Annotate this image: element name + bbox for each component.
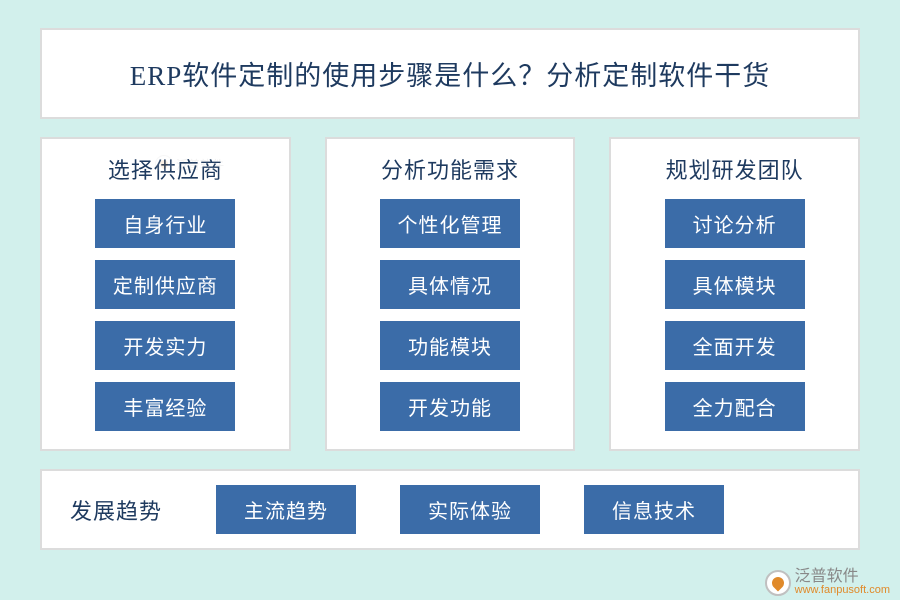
logo-icon bbox=[765, 570, 791, 596]
pill-item: 开发功能 bbox=[380, 382, 520, 431]
columns-row: 选择供应商 自身行业 定制供应商 开发实力 丰富经验 分析功能需求 个性化管理 … bbox=[40, 137, 860, 451]
watermark: 泛普软件 www.fanpusoft.com bbox=[765, 569, 890, 596]
pill-item: 讨论分析 bbox=[665, 199, 805, 248]
column-title: 选择供应商 bbox=[108, 153, 223, 185]
pill-item: 主流趋势 bbox=[216, 485, 356, 534]
pill-item: 个性化管理 bbox=[380, 199, 520, 248]
title-box: ERP软件定制的使用步骤是什么？分析定制软件干货 bbox=[40, 28, 860, 119]
pill-item: 具体模块 bbox=[665, 260, 805, 309]
column-title: 分析功能需求 bbox=[381, 153, 519, 185]
pill-item: 开发实力 bbox=[95, 321, 235, 370]
pill-item: 自身行业 bbox=[95, 199, 235, 248]
diagram-canvas: ERP软件定制的使用步骤是什么？分析定制软件干货 选择供应商 自身行业 定制供应… bbox=[0, 0, 900, 600]
pill-item: 功能模块 bbox=[380, 321, 520, 370]
column-supplier: 选择供应商 自身行业 定制供应商 开发实力 丰富经验 bbox=[40, 137, 291, 451]
pill-item: 信息技术 bbox=[584, 485, 724, 534]
column-team: 规划研发团队 讨论分析 具体模块 全面开发 全力配合 bbox=[609, 137, 860, 451]
page-title: ERP软件定制的使用步骤是什么？分析定制软件干货 bbox=[130, 61, 771, 91]
watermark-en: www.fanpusoft.com bbox=[795, 585, 890, 596]
bottom-box: 发展趋势 主流趋势 实际体验 信息技术 bbox=[40, 469, 860, 550]
watermark-cn: 泛普软件 bbox=[795, 569, 890, 585]
pill-item: 实际体验 bbox=[400, 485, 540, 534]
column-title: 规划研发团队 bbox=[666, 153, 804, 185]
pill-item: 全力配合 bbox=[665, 382, 805, 431]
pill-item: 定制供应商 bbox=[95, 260, 235, 309]
column-requirements: 分析功能需求 个性化管理 具体情况 功能模块 开发功能 bbox=[325, 137, 576, 451]
watermark-text-group: 泛普软件 www.fanpusoft.com bbox=[795, 569, 890, 596]
pill-item: 丰富经验 bbox=[95, 382, 235, 431]
pill-item: 具体情况 bbox=[380, 260, 520, 309]
bottom-label: 发展趋势 bbox=[70, 494, 162, 526]
pill-item: 全面开发 bbox=[665, 321, 805, 370]
